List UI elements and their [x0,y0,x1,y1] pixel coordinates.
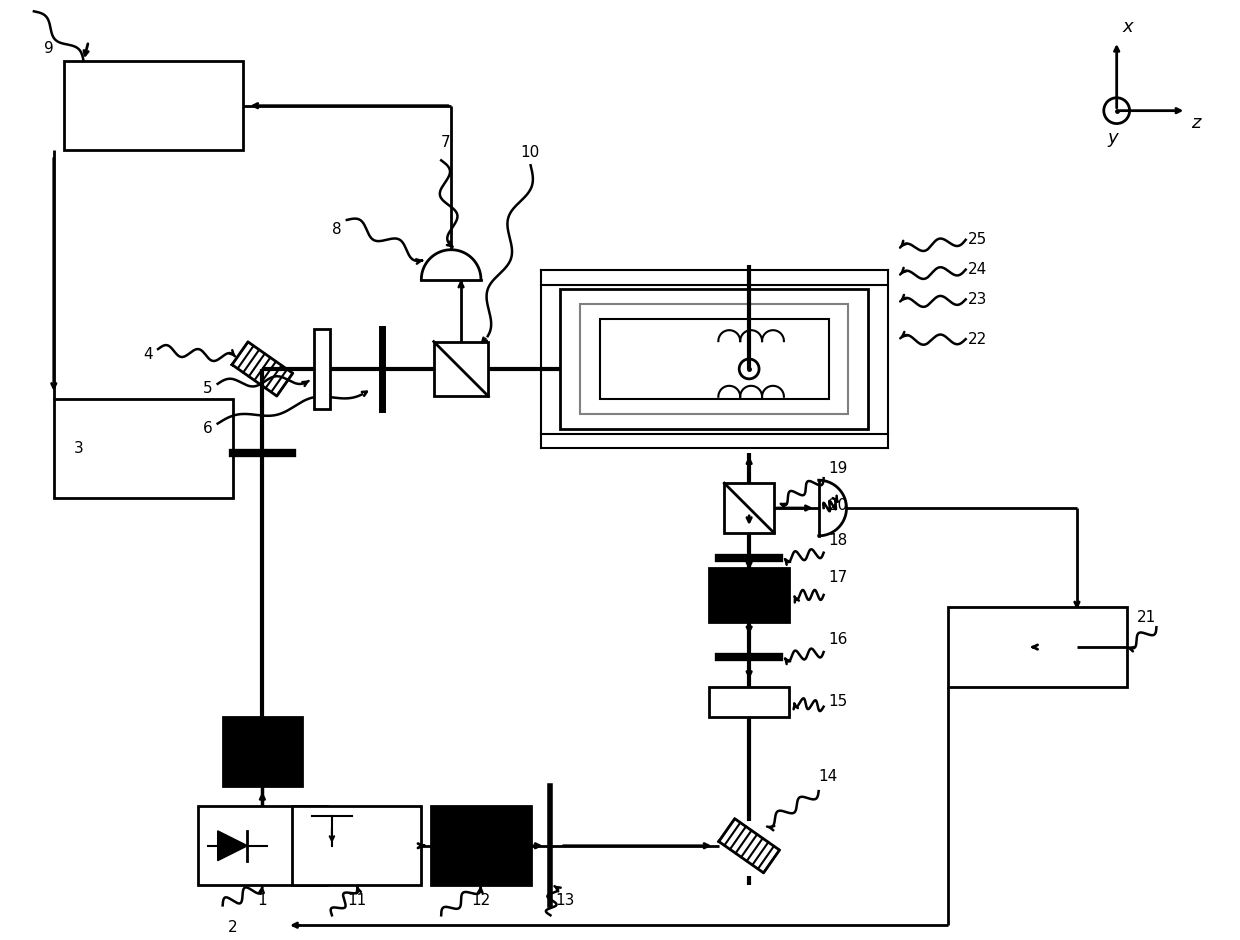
Text: $x$: $x$ [1122,18,1135,36]
FancyBboxPatch shape [223,716,303,786]
Text: 8: 8 [332,223,342,238]
Text: 12: 12 [471,893,491,908]
Text: 19: 19 [828,461,848,476]
FancyBboxPatch shape [709,687,789,716]
Text: 5: 5 [203,382,213,397]
FancyBboxPatch shape [709,568,789,622]
FancyBboxPatch shape [580,305,848,414]
FancyBboxPatch shape [293,806,422,885]
Text: 11: 11 [347,893,366,908]
Text: 25: 25 [967,232,987,247]
Text: 7: 7 [441,135,451,150]
Text: 4: 4 [144,347,153,362]
Text: 1: 1 [258,893,267,908]
FancyBboxPatch shape [53,399,233,498]
FancyBboxPatch shape [947,607,1127,687]
FancyBboxPatch shape [434,341,489,397]
Text: 18: 18 [828,533,848,548]
Text: 2: 2 [228,920,237,935]
Text: 21: 21 [1137,610,1156,625]
Text: 17: 17 [828,570,848,585]
FancyBboxPatch shape [600,320,828,399]
FancyBboxPatch shape [314,329,330,409]
Text: 24: 24 [967,262,987,277]
Text: 20: 20 [828,498,848,513]
FancyBboxPatch shape [560,290,868,429]
Polygon shape [218,831,248,861]
FancyBboxPatch shape [63,61,243,150]
Text: 3: 3 [73,441,83,456]
Text: 9: 9 [43,41,53,56]
Text: $z$: $z$ [1192,114,1203,132]
Text: 16: 16 [828,632,848,647]
FancyBboxPatch shape [198,806,327,885]
Text: 15: 15 [828,695,848,709]
Text: 23: 23 [967,292,987,306]
Text: 22: 22 [967,332,987,347]
FancyBboxPatch shape [432,806,531,885]
Text: 14: 14 [818,769,838,784]
Text: $y$: $y$ [1107,131,1121,149]
Text: 6: 6 [203,421,213,436]
Text: 13: 13 [556,893,575,908]
FancyBboxPatch shape [724,483,774,533]
Text: 10: 10 [521,146,539,161]
